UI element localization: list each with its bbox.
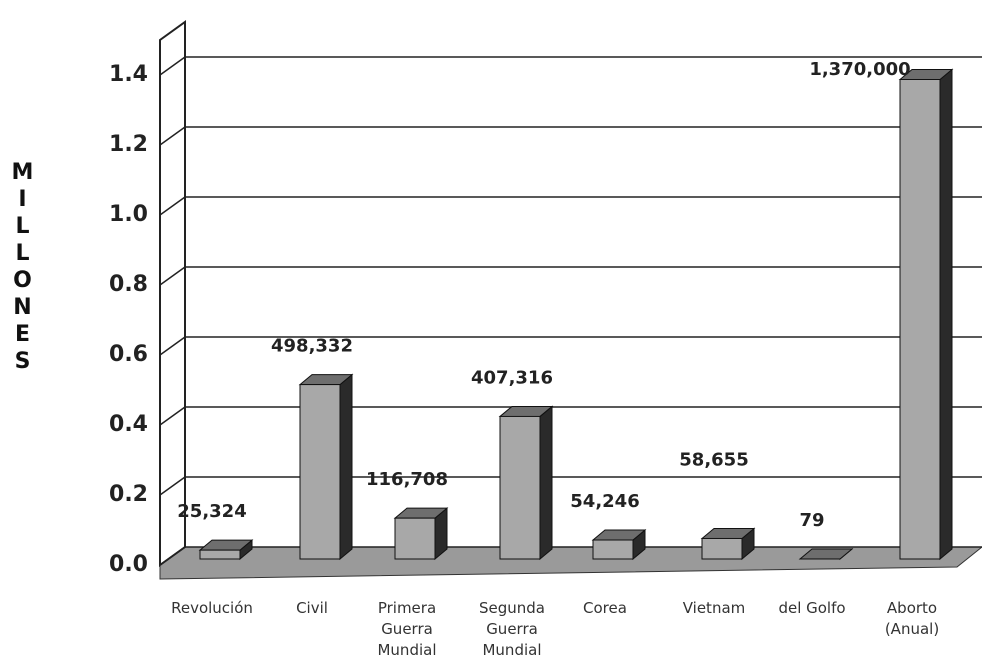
value-label: 25,324 [177,501,246,522]
grid-line [159,406,186,426]
y-tick-label: 1.0 [109,202,148,227]
bar [499,415,541,560]
bar [899,79,941,560]
y-tick-label: 0.0 [109,552,148,577]
y-axis-label: MILLONES [10,160,35,376]
value-label: 79 [799,510,824,531]
y-tick-label: 1.4 [109,62,148,87]
floor [159,546,982,580]
value-label: 407,316 [471,367,553,388]
bar [592,539,634,560]
y-tick-label: 1.2 [109,132,148,157]
grid-line [159,126,186,146]
x-tick-label: Primera Guerra Mundial [377,599,437,659]
bar [701,537,743,560]
y-tick-label: 0.8 [109,272,148,297]
value-label: 498,332 [271,336,353,357]
value-label: 54,246 [570,491,639,512]
bar-side [339,373,353,561]
x-tick-label: del Golfo [778,599,846,617]
x-tick-label: Vietnam [682,599,746,617]
value-label: 116,708 [366,469,448,490]
grid-line [159,336,186,356]
value-label: 1,370,000 [809,59,910,80]
y-tick-label: 0.2 [109,482,148,507]
bar-side [939,68,953,561]
value-label: 58,655 [679,449,748,470]
bar [299,384,341,560]
x-tick-label: Revolución [171,599,253,617]
bar [394,517,436,560]
bar [199,549,241,560]
bar-side [539,405,553,561]
x-tick-label: Aborto (Anual) [884,599,940,638]
y-tick-label: 0.4 [109,412,148,437]
grid-line [159,196,186,216]
x-tick-label: Corea [583,599,627,617]
x-tick-label: Segunda Guerra Mundial [479,599,545,659]
y-tick-label: 0.6 [109,342,148,367]
grid-line [159,476,186,496]
side-wall [159,20,186,567]
x-tick-label: Civil [296,599,328,617]
grid-line [159,546,186,566]
grid-line [159,56,186,76]
grid-line [159,266,186,286]
